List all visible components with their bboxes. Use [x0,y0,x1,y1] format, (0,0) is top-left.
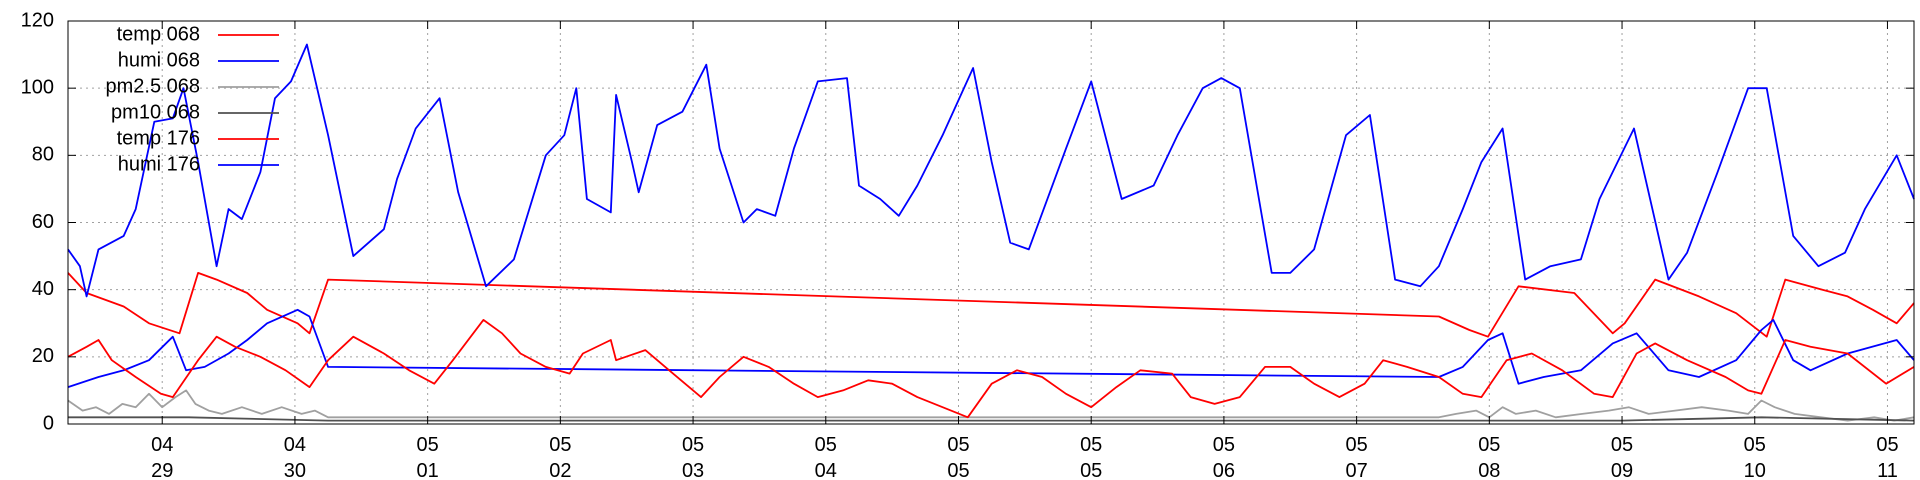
x-tick-label: 05 04 [815,434,837,480]
series-line [67,319,1915,419]
x-tick-label-line: 05 [1080,434,1102,456]
x-tick-label: 05 11 [1876,434,1898,480]
series-line [67,43,1915,298]
legend-label: temp 068 [117,23,200,45]
x-tick-label-line: 09 [1611,460,1633,480]
x-tick-label-line: 06 [1213,460,1235,480]
x-tick-label: 05 03 [682,434,704,480]
x-tick-label-line: 05 [1345,434,1367,456]
x-tick-label: 05 07 [1345,434,1367,480]
x-tick-label-line: 30 [284,460,306,480]
x-tick-label: 05 08 [1478,434,1500,480]
legend: temp 068 humi 068 pm2.5 068 pm10 068 temp 17… [105,23,279,175]
x-tick-label-line: 04 [151,434,173,456]
x-tick-label-line: 29 [151,460,173,480]
x-tick-label-line: 05 [1744,434,1766,456]
y-tick-label: 40 [32,278,54,300]
x-tick-label: 05 01 [417,434,439,480]
x-tick-label: 05 05 [947,434,969,480]
series-line [68,416,1915,422]
y-tick-label: 20 [32,345,54,367]
plot-border [67,20,1915,425]
legend-label: temp 176 [117,127,200,149]
series-line [67,308,1915,388]
y-tick-label: 0 [43,412,54,434]
x-tick-label-line: 05 [1611,434,1633,456]
x-tick-label: 05 06 [1213,434,1235,480]
x-tick-label-line: 04 [284,434,306,456]
x-tick-label-line: 05 [1213,434,1235,456]
x-tick-label-line: 05 [417,434,439,456]
series-line [67,272,1915,338]
legend-label: humi 068 [118,49,200,71]
legend-label: humi 176 [118,153,200,175]
x-tick-label-line: 05 [1478,434,1500,456]
plot-lines [67,43,1915,422]
x-tick-label: 05 02 [549,434,571,480]
x-tick-label-line: 01 [417,460,439,480]
x-tick-label-line: 05 [947,460,969,480]
grid [68,20,1914,425]
x-tick-label: 05 05 [1080,434,1102,480]
x-tick-label-line: 05 [947,434,969,456]
x-tick-label-line: 05 [1876,434,1898,456]
legend-label: pm2.5 068 [105,75,200,97]
x-tick-label: 05 09 [1611,434,1633,480]
x-tick-label-line: 10 [1744,460,1766,480]
x-tick-label-line: 04 [815,460,837,480]
y-tick-label: 100 [21,76,54,98]
y-tick-label: 80 [32,144,54,166]
x-tick-label-line: 05 [1080,460,1102,480]
x-tick-label: 04 30 [284,434,306,480]
x-tick-label-line: 08 [1478,460,1500,480]
x-tick-label-line: 11 [1877,460,1898,480]
y-tick-label: 120 [21,9,54,31]
x-tick-label-line: 05 [549,434,571,456]
x-tick-label-line: 02 [549,460,571,480]
x-tick-label-line: 05 [815,434,837,456]
x-tick-label-line: 03 [682,460,704,480]
y-tick-label: 60 [32,211,54,233]
x-tick-label: 05 10 [1744,434,1766,480]
x-tick-label: 04 29 [151,434,173,480]
legend-label: pm10 068 [111,101,200,123]
x-tick-label-line: 07 [1345,460,1367,480]
series-line [67,389,1915,422]
x-tick-label-line: 05 [682,434,704,456]
